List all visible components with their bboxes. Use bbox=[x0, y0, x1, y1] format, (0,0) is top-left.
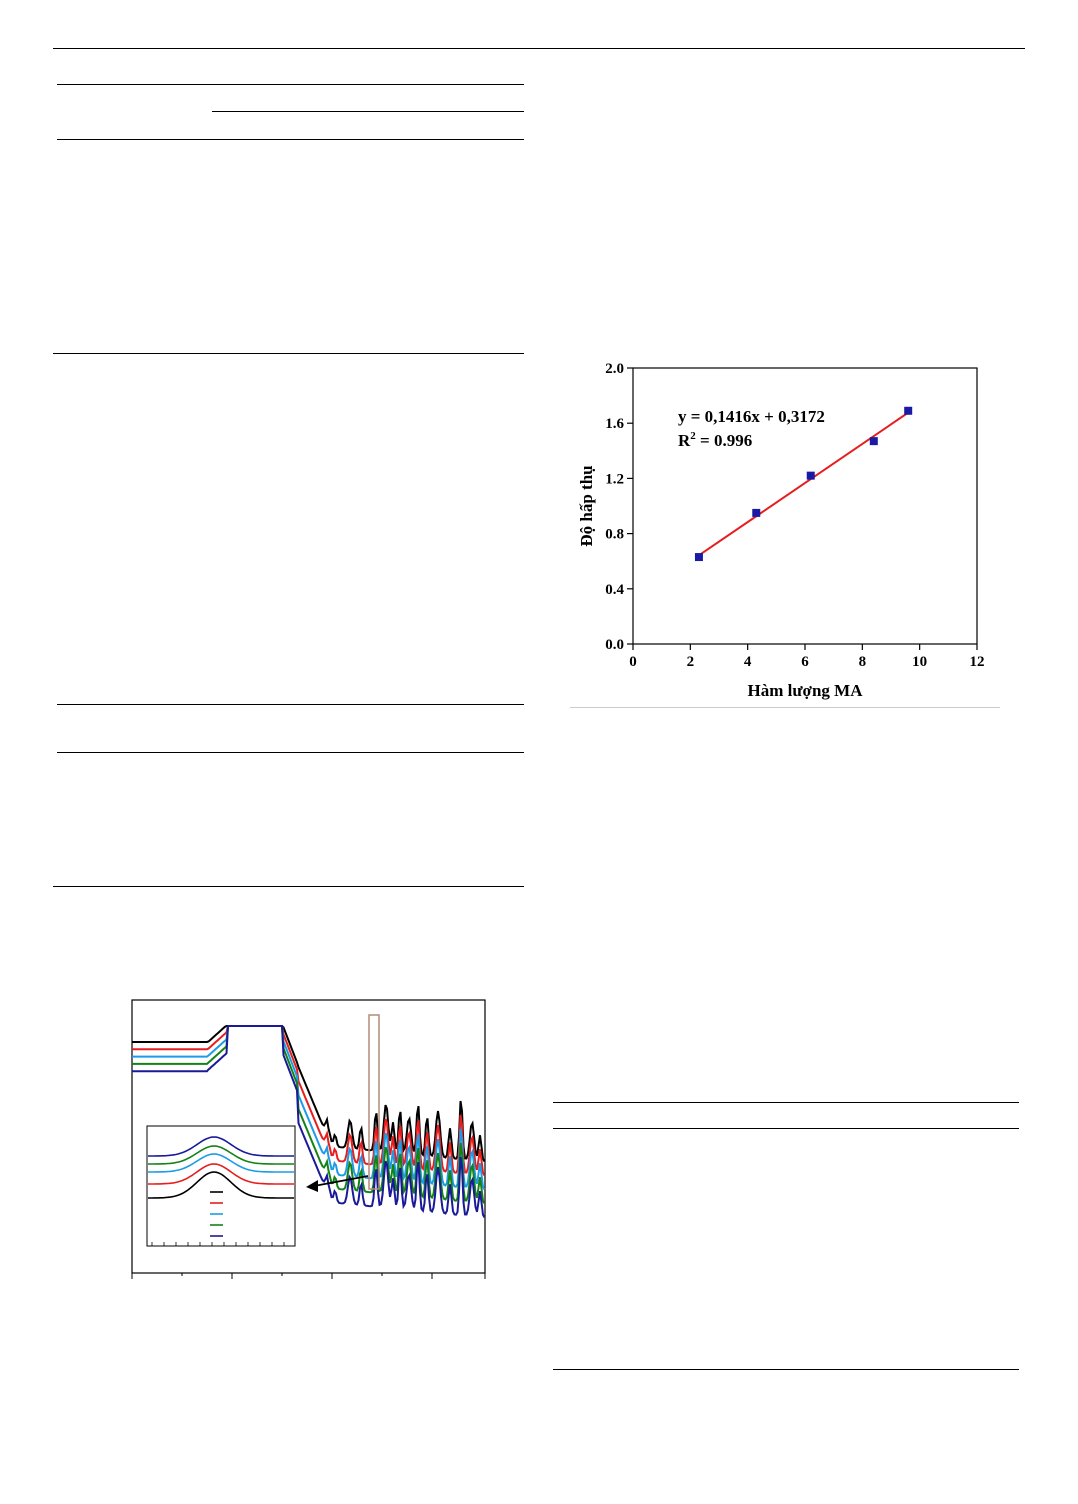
y-tick-label: 0.4 bbox=[605, 582, 624, 598]
figure-caption-rule bbox=[570, 707, 1000, 708]
inset-peak-line bbox=[148, 1145, 294, 1165]
data-points bbox=[694, 406, 913, 562]
data-point bbox=[806, 471, 815, 480]
spectra-series bbox=[132, 1025, 486, 1218]
inset-peak-line bbox=[148, 1153, 294, 1173]
spectrum-line bbox=[132, 1025, 486, 1162]
inset-peaks bbox=[148, 1136, 294, 1199]
y-axis-label: Độ hấp thụ bbox=[577, 465, 596, 546]
plot-frame bbox=[131, 999, 486, 1274]
y-tick-label: 2.0 bbox=[605, 361, 624, 377]
table-rule bbox=[57, 84, 524, 85]
x-tick-label: 12 bbox=[970, 654, 985, 670]
data-point bbox=[694, 553, 703, 562]
fit-equation: y = 0,1416x + 0,3172 bbox=[678, 407, 825, 426]
x-tick-label: 8 bbox=[859, 654, 867, 670]
zoom-arrow bbox=[306, 1175, 369, 1192]
x-tick-label: 0 bbox=[629, 654, 637, 670]
y-tick-label: 1.2 bbox=[605, 471, 624, 487]
spectra-chart bbox=[131, 999, 486, 1279]
inset-legend bbox=[210, 1191, 223, 1237]
x-axis bbox=[131, 1273, 486, 1279]
table-rule bbox=[53, 353, 524, 354]
y-tick-label: 0.0 bbox=[605, 637, 624, 653]
calibration-chart: 0.0 0.4 0.8 1.2 1.6 2.0 0 2 4 6 8 10 12 y = 0,1416x… bbox=[577, 361, 985, 700]
inset-axis bbox=[151, 1242, 285, 1246]
spectrum-line bbox=[132, 1025, 486, 1176]
data-point bbox=[752, 508, 761, 517]
table-rule bbox=[57, 139, 524, 140]
data-point bbox=[869, 437, 878, 446]
inset-peak-line bbox=[148, 1163, 294, 1185]
y-tick-label: 1.6 bbox=[605, 416, 624, 432]
y-axis: 0.0 0.4 0.8 1.2 1.6 2.0 bbox=[605, 361, 633, 653]
inset-peak-line bbox=[148, 1136, 294, 1157]
x-axis-label: Hàm lượng MA bbox=[748, 681, 864, 700]
table-rule bbox=[553, 1102, 1019, 1103]
spectrum-line bbox=[132, 1025, 486, 1204]
spectrum-line bbox=[132, 1025, 486, 1218]
data-point bbox=[904, 406, 913, 415]
table-rule bbox=[553, 1369, 1019, 1370]
highlight-box bbox=[368, 1014, 380, 1190]
table-subrule bbox=[212, 111, 524, 112]
table-rule bbox=[53, 886, 524, 887]
r-squared: R2 = 0.996 bbox=[678, 430, 752, 450]
table-rule bbox=[553, 1128, 1019, 1129]
x-tick-label: 2 bbox=[687, 654, 695, 670]
fit-line bbox=[698, 411, 909, 557]
header-rule bbox=[53, 48, 1025, 49]
x-tick-label: 6 bbox=[801, 654, 809, 670]
table-rule bbox=[57, 704, 524, 705]
table-rule bbox=[57, 752, 524, 753]
inset-peak-line bbox=[148, 1171, 294, 1199]
x-axis: 0 2 4 6 8 10 12 bbox=[629, 644, 985, 670]
spectrum-line bbox=[132, 1025, 486, 1190]
x-tick-label: 4 bbox=[744, 654, 752, 670]
x-tick-label: 10 bbox=[912, 654, 927, 670]
y-tick-label: 0.8 bbox=[605, 527, 624, 543]
inset-panel bbox=[146, 1125, 296, 1247]
